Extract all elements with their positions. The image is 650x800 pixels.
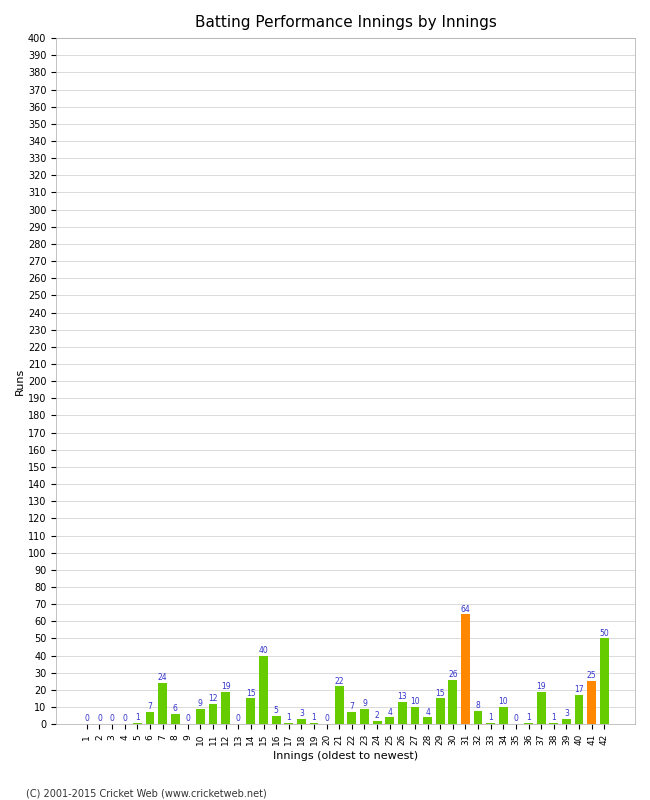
Text: 1: 1 (488, 713, 493, 722)
Bar (360, 709, 369, 724)
Bar (259, 656, 268, 724)
Text: 2: 2 (375, 711, 380, 720)
Title: Batting Performance Innings by Innings: Batting Performance Innings by Innings (194, 15, 497, 30)
Bar (335, 686, 344, 724)
Bar (448, 680, 457, 724)
Text: 17: 17 (574, 686, 584, 694)
Bar (133, 722, 142, 724)
Bar (562, 719, 571, 724)
Bar (309, 722, 318, 724)
Text: 13: 13 (398, 692, 407, 701)
Bar (575, 695, 584, 724)
Bar (284, 722, 293, 724)
Text: (C) 2001-2015 Cricket Web (www.cricketweb.net): (C) 2001-2015 Cricket Web (www.cricketwe… (26, 788, 266, 798)
X-axis label: Innings (oldest to newest): Innings (oldest to newest) (273, 751, 418, 761)
Bar (411, 707, 419, 724)
Text: 0: 0 (185, 714, 190, 723)
Text: 25: 25 (587, 671, 597, 681)
Bar (158, 683, 167, 724)
Text: 1: 1 (526, 713, 531, 722)
Text: 19: 19 (221, 682, 231, 690)
Bar (146, 712, 154, 724)
Bar (474, 710, 482, 724)
Text: 0: 0 (514, 714, 518, 723)
Bar (372, 721, 382, 724)
Text: 12: 12 (208, 694, 218, 702)
Bar (537, 692, 545, 724)
Text: 15: 15 (246, 689, 255, 698)
Bar (398, 702, 407, 724)
Bar (499, 707, 508, 724)
Text: 64: 64 (461, 605, 471, 614)
Text: 26: 26 (448, 670, 458, 678)
Text: 1: 1 (135, 713, 140, 722)
Text: 15: 15 (436, 689, 445, 698)
Bar (524, 722, 533, 724)
Text: 24: 24 (158, 673, 168, 682)
Text: 9: 9 (362, 699, 367, 708)
Bar (587, 682, 596, 724)
Text: 3: 3 (299, 710, 304, 718)
Y-axis label: Runs: Runs (15, 367, 25, 394)
Text: 1: 1 (311, 713, 317, 722)
Text: 6: 6 (173, 704, 177, 713)
Text: 0: 0 (97, 714, 102, 723)
Text: 4: 4 (425, 707, 430, 717)
Text: 0: 0 (324, 714, 329, 723)
Bar (461, 614, 470, 724)
Text: 22: 22 (335, 677, 344, 686)
Bar (196, 709, 205, 724)
Text: 10: 10 (410, 698, 420, 706)
Text: 5: 5 (274, 706, 279, 714)
Bar (209, 704, 218, 724)
Text: 50: 50 (599, 629, 609, 638)
Text: 3: 3 (564, 710, 569, 718)
Text: 0: 0 (236, 714, 240, 723)
Text: 1: 1 (287, 713, 291, 722)
Bar (221, 692, 230, 724)
Bar (600, 638, 608, 724)
Text: 0: 0 (122, 714, 127, 723)
Bar (348, 712, 356, 724)
Text: 0: 0 (84, 714, 89, 723)
Text: 0: 0 (110, 714, 114, 723)
Bar (549, 722, 558, 724)
Text: 19: 19 (536, 682, 546, 690)
Text: 4: 4 (387, 707, 392, 717)
Bar (423, 718, 432, 724)
Bar (171, 714, 179, 724)
Bar (486, 722, 495, 724)
Bar (246, 698, 255, 724)
Text: 10: 10 (499, 698, 508, 706)
Text: 8: 8 (476, 701, 480, 710)
Bar (436, 698, 445, 724)
Bar (272, 716, 281, 724)
Text: 7: 7 (148, 702, 152, 711)
Bar (297, 719, 306, 724)
Text: 9: 9 (198, 699, 203, 708)
Text: 7: 7 (350, 702, 354, 711)
Bar (385, 718, 394, 724)
Text: 40: 40 (259, 646, 268, 654)
Text: 1: 1 (551, 713, 556, 722)
